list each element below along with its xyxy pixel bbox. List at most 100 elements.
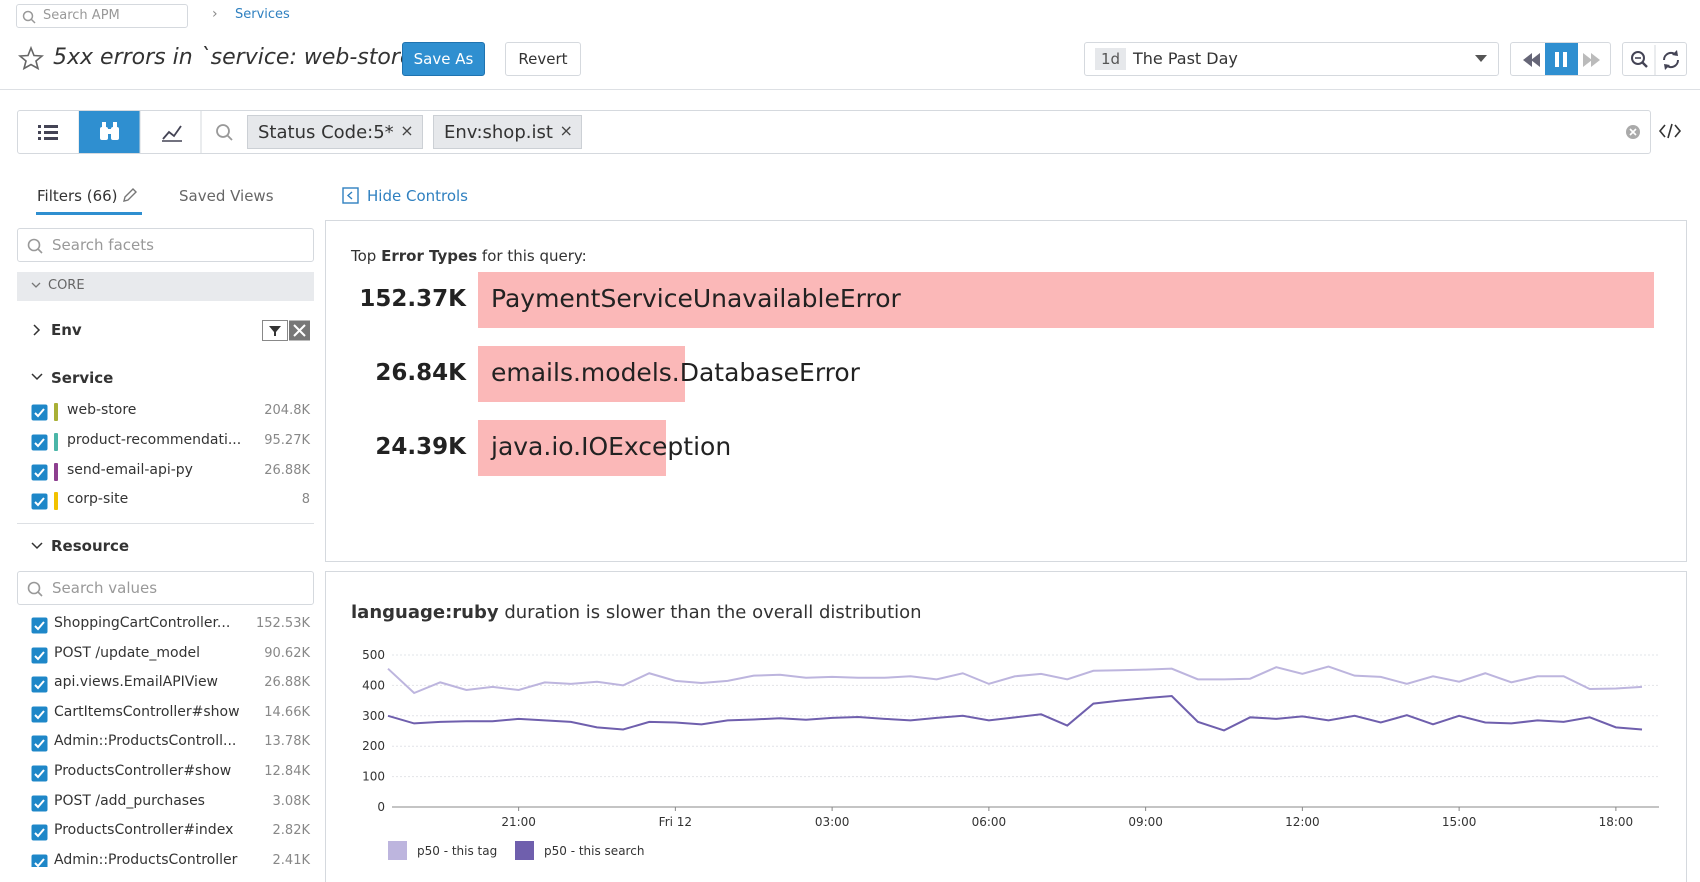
x-tick-label: 18:00 — [1599, 815, 1634, 829]
legend-label: p50 - this tag — [417, 844, 497, 858]
service-facet[interactable]: Service — [51, 369, 114, 387]
hide-controls-icon[interactable] — [342, 187, 359, 204]
y-tick-label: 500 — [362, 648, 385, 662]
dropdown-caret — [1475, 55, 1487, 62]
code-toggle[interactable] — [1658, 121, 1682, 141]
edit-icon[interactable] — [122, 187, 138, 203]
title-rest: duration is slower than the overall dist… — [504, 602, 922, 623]
playback-icons[interactable] — [1511, 43, 1612, 77]
placeholder: Search facets — [52, 236, 154, 254]
y-tick-label: 0 — [377, 800, 385, 814]
chip-remove[interactable]: × — [400, 121, 414, 140]
zoom-refresh-icons[interactable] — [1623, 43, 1688, 77]
checkbox[interactable] — [31, 706, 48, 723]
checkbox[interactable] — [31, 647, 48, 664]
facet-count: 95.27K — [264, 433, 310, 448]
error-count: 152.37K — [359, 286, 466, 312]
chip-remove[interactable]: × — [559, 121, 573, 140]
checkbox[interactable] — [31, 735, 48, 752]
facet-lists: web-store 204.8K product-recommendati... 95… — [0, 0, 330, 867]
facet-name: ProductsController#show — [54, 763, 232, 779]
x-tick-label: 03:00 — [815, 815, 850, 829]
facet-name: web-store — [67, 402, 137, 418]
intro-bold: Error Types — [381, 247, 478, 265]
facet-count: 3.08K — [272, 793, 310, 809]
x-tick-label: Fri 12 — [659, 815, 692, 829]
hide-controls[interactable]: Hide Controls — [367, 187, 469, 205]
legend-label: p50 - this search — [544, 844, 644, 858]
view-toggles[interactable] — [18, 111, 238, 153]
checkbox[interactable] — [31, 617, 48, 634]
error-count: 26.84K — [375, 360, 466, 386]
chevron[interactable] — [32, 323, 42, 337]
facet-name: POST /update_model — [54, 644, 200, 661]
revert-button[interactable]: Revert — [505, 42, 581, 76]
clear-query[interactable] — [1625, 124, 1641, 140]
core-section[interactable]: CORE — [17, 272, 314, 301]
error-name: emails.models.DatabaseError — [491, 358, 860, 387]
checkbox[interactable] — [31, 493, 48, 510]
saved-views-tab[interactable]: Saved Views — [179, 187, 274, 205]
facet-name: api.views.EmailAPIView — [54, 674, 219, 691]
facet-count: 152.53K — [255, 616, 310, 631]
breadcrumb[interactable]: Services — [235, 7, 290, 22]
title-bold: language:ruby — [351, 602, 499, 623]
facet-count: 26.88K — [264, 463, 310, 478]
facet-count: 2.41K — [272, 852, 310, 867]
facet-name: product-recommendati... — [67, 432, 242, 448]
facet-count: 13.78K — [264, 734, 310, 750]
error-count: 24.39K — [375, 434, 466, 460]
search-facets[interactable]: Search facets — [17, 228, 314, 262]
error-name: java.io.IOException — [491, 432, 732, 461]
facet-name: corp-site — [67, 491, 129, 507]
error-bar — [478, 272, 1654, 328]
resource-facet[interactable]: Resource — [51, 537, 130, 555]
breadcrumb-sep: › — [212, 6, 218, 22]
time-selector[interactable]: 1d The Past Day — [1084, 42, 1499, 76]
x-tick-label: 06:00 — [972, 815, 1007, 829]
checkbox[interactable] — [31, 464, 48, 481]
checkbox[interactable] — [31, 676, 48, 693]
error-name: PaymentServiceUnavailableError — [491, 284, 901, 313]
y-tick-label: 200 — [362, 739, 385, 753]
checkbox[interactable] — [31, 404, 48, 421]
y-tick-label: 300 — [362, 709, 385, 723]
checkbox[interactable] — [31, 824, 48, 841]
time-label: The Past Day — [1133, 49, 1238, 68]
search-values[interactable]: Search values — [17, 571, 314, 605]
y-tick-label: 400 — [362, 678, 385, 692]
facet-actions[interactable] — [262, 320, 311, 342]
filters-tab[interactable]: Filters (66) — [37, 187, 118, 205]
checkbox[interactable] — [31, 765, 48, 782]
time-badge: 1d — [1095, 48, 1127, 70]
save-as-button[interactable]: Save As — [402, 42, 485, 76]
search-apm[interactable]: Search APM — [16, 4, 188, 28]
facet-count: 12.84K — [264, 764, 310, 779]
facet-name: ShoppingCartController... — [54, 615, 231, 631]
checkbox[interactable] — [31, 434, 48, 451]
series-line — [387, 695, 1643, 732]
query-chip[interactable]: Status Code:5* × — [247, 115, 423, 149]
chart-panel: language:ruby duration is slower than th… — [325, 571, 1687, 882]
error-bar — [478, 346, 686, 402]
checkbox[interactable] — [31, 795, 48, 812]
query-chip[interactable]: Env:shop.ist × — [433, 115, 582, 149]
facet-count: 2.82K — [272, 823, 310, 839]
top-errors-intro: Top Error Types for this query: — [351, 247, 587, 265]
facet-count: 90.62K — [264, 645, 310, 661]
facet-name: Admin::ProductsController — [54, 851, 238, 867]
checkbox[interactable] — [31, 854, 48, 867]
facet-name: POST /add_purchases — [54, 792, 205, 809]
legend-swatch — [388, 841, 407, 860]
env-facet[interactable]: Env — [51, 321, 82, 339]
facet-name: send-email-api-py — [67, 462, 193, 478]
chevron[interactable] — [30, 541, 44, 551]
x-tick-label: 12:00 — [1285, 815, 1320, 829]
service-color — [54, 492, 58, 510]
tab-underline — [36, 212, 142, 215]
chevron[interactable] — [30, 372, 44, 382]
facet-count: 26.88K — [264, 675, 310, 691]
legend-swatch — [515, 841, 534, 860]
star-icon[interactable] — [18, 46, 44, 70]
x-tick-label: 09:00 — [1128, 815, 1163, 829]
